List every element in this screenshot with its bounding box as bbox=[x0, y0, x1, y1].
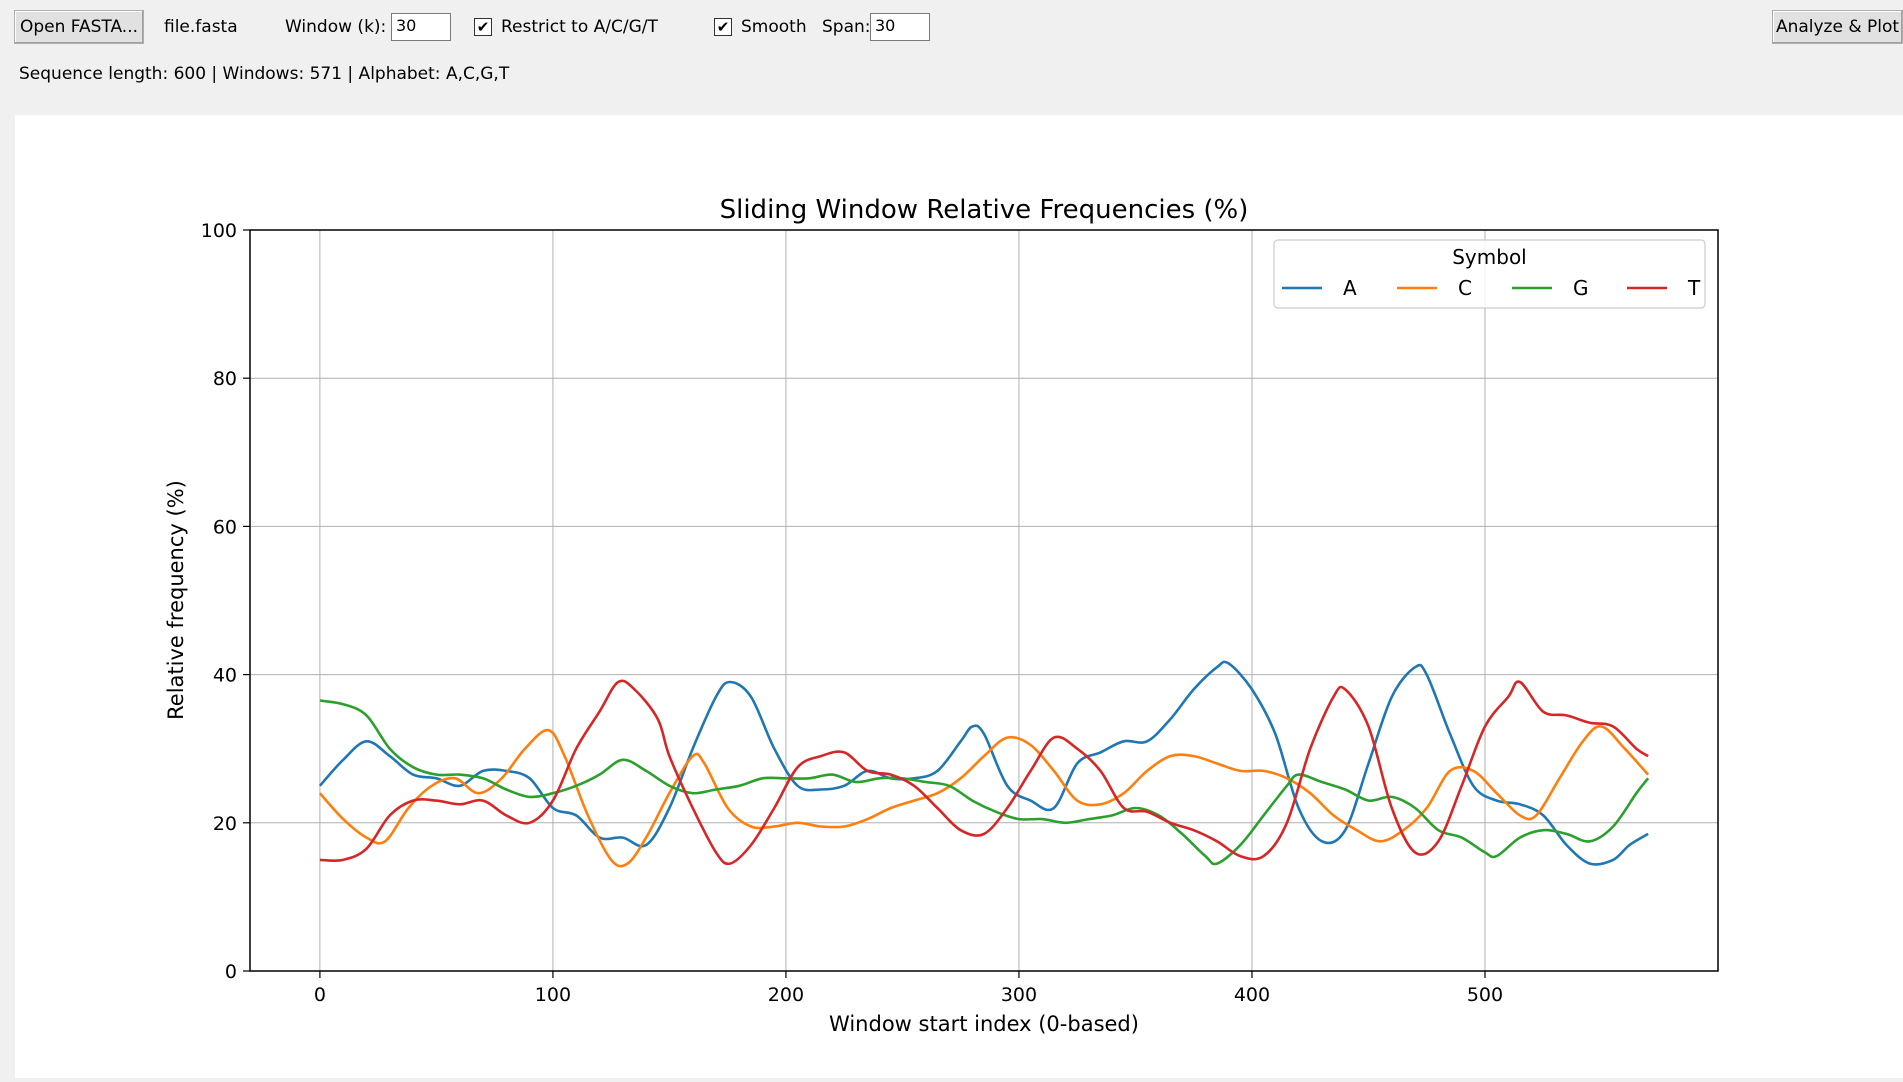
series-lines bbox=[318, 660, 1650, 868]
y-tick-label: 20 bbox=[213, 813, 237, 835]
y-axis-label: Relative frequency (%) bbox=[164, 480, 188, 720]
y-tick-label: 60 bbox=[213, 516, 237, 538]
smooth-label: Smooth bbox=[741, 17, 807, 37]
legend-label-A: A bbox=[1343, 276, 1357, 300]
axis-ticks: 0 100 200 300 400 500 0 20 40 60 80 100 bbox=[201, 220, 1503, 1006]
x-tick-label: 200 bbox=[768, 984, 804, 1006]
x-tick-label: 400 bbox=[1234, 984, 1270, 1006]
chart-title: Sliding Window Relative Frequencies (%) bbox=[720, 195, 1249, 225]
series-line-A bbox=[318, 660, 1649, 866]
file-name-label: file.fasta bbox=[164, 17, 238, 37]
smooth-checkbox[interactable]: ✔ bbox=[714, 18, 732, 36]
y-tick-label: 40 bbox=[213, 665, 237, 687]
x-axis-label: Window start index (0-based) bbox=[829, 1012, 1139, 1036]
series-line-C bbox=[318, 725, 1650, 868]
line-chart: 0 100 200 300 400 500 0 20 40 60 80 100 Sliding Win… bbox=[164, 195, 1719, 1036]
plot-frame bbox=[249, 229, 1719, 972]
restrict-checkbox[interactable]: ✔ bbox=[474, 18, 492, 36]
analyze-plot-button[interactable]: Analyze & Plot bbox=[1772, 10, 1903, 44]
grid-lines bbox=[250, 229, 1718, 972]
status-bar: Sequence length: 600 | Windows: 571 | Al… bbox=[19, 64, 510, 84]
y-tick-label: 0 bbox=[225, 961, 237, 983]
legend-title: Symbol bbox=[1452, 245, 1527, 269]
span-label: Span: bbox=[822, 17, 871, 37]
x-tick-label: 100 bbox=[535, 984, 571, 1006]
legend-box bbox=[1273, 239, 1706, 309]
plot-canvas: 0 100 200 300 400 500 0 20 40 60 80 100 Sliding Win… bbox=[15, 115, 1903, 1078]
restrict-label: Restrict to A/C/G/T bbox=[501, 17, 658, 37]
y-tick-label: 100 bbox=[201, 220, 237, 242]
legend-label-T: T bbox=[1687, 276, 1701, 300]
series-line-T bbox=[319, 679, 1649, 866]
legend-label-C: C bbox=[1458, 276, 1472, 300]
open-fasta-button[interactable]: Open FASTA... bbox=[14, 10, 144, 44]
window-label: Window (k): bbox=[285, 17, 387, 37]
toolbar: Open FASTA... file.fasta Window (k): 30 … bbox=[0, 0, 1903, 56]
legend-label-G: G bbox=[1573, 276, 1589, 300]
x-tick-label: 300 bbox=[1001, 984, 1037, 1006]
x-tick-label: 500 bbox=[1467, 984, 1503, 1006]
series-line-G bbox=[319, 699, 1650, 866]
legend: Symbol A C G T bbox=[1273, 239, 1706, 309]
y-tick-label: 80 bbox=[213, 368, 237, 390]
span-input[interactable]: 30 bbox=[870, 13, 930, 41]
window-input[interactable]: 30 bbox=[391, 13, 451, 41]
x-tick-label: 0 bbox=[314, 984, 326, 1006]
